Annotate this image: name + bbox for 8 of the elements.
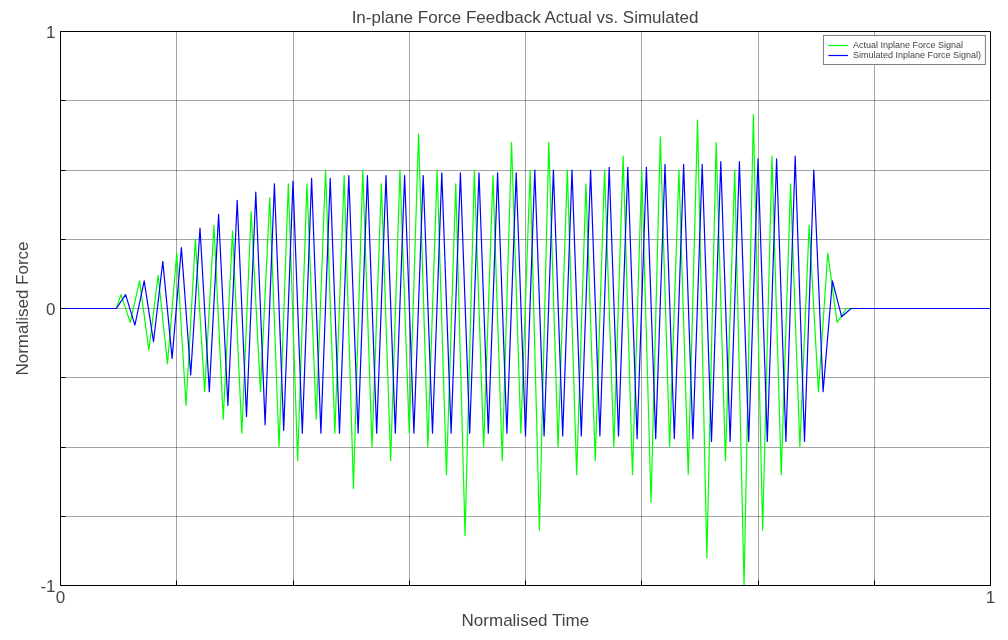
y-axis-title: Normalised Force: [13, 241, 33, 376]
chart-title: In-plane Force Feedback Actual vs. Simulated: [351, 7, 699, 27]
legend-label: Simulated Inplane Force Signal): [852, 50, 981, 60]
y-tick-label: 1: [46, 22, 56, 42]
y-tick-label: 0: [46, 299, 56, 319]
y-tick-label: -1: [40, 576, 56, 596]
x-axis-title: Normalised Time: [461, 610, 590, 630]
legend-label: Actual Inplane Force Signal: [852, 40, 963, 50]
